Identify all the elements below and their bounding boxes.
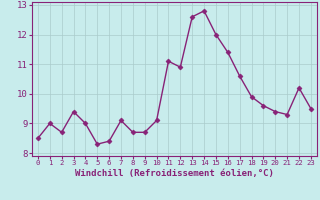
X-axis label: Windchill (Refroidissement éolien,°C): Windchill (Refroidissement éolien,°C) (75, 169, 274, 178)
